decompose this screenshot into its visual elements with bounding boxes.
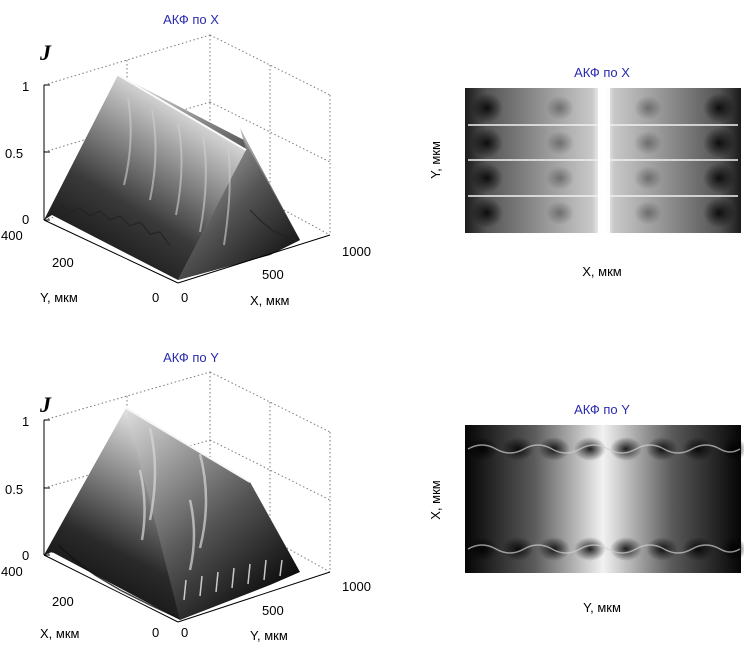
heatmap-y-title: АКФ по Y (574, 402, 630, 417)
heatmap-x-ylabel: Y, мкм (428, 141, 443, 179)
surface-plot-y-axes (43, 419, 331, 623)
tick-x-0: 0 (181, 625, 188, 640)
heatmap-y: АКФ по Y (428, 402, 744, 615)
surface-plot-y: АКФ по Y (1, 350, 371, 643)
tick-x-1000: 1000 (342, 579, 371, 594)
surface-plot-x-surface (44, 74, 300, 280)
surface-plot-x-ticks: 1 0.5 0 400 200 0 0 500 1000 (1, 79, 371, 305)
surface-plot-y-xlabel: Y, мкм (250, 628, 288, 643)
heatmap-y-features (466, 437, 744, 561)
surface-plot-x-axes (43, 84, 331, 284)
tick-x-500: 500 (262, 603, 284, 618)
surface-plot-y-zlabel: J (39, 392, 52, 417)
surface-plot-x-xlabel: X, мкм (250, 293, 290, 308)
tick-z-1: 1 (22, 414, 29, 429)
heatmap-x: АКФ по X (428, 65, 741, 279)
tick-y-400: 400 (1, 228, 23, 243)
tick-y-0: 0 (152, 290, 159, 305)
surface-plot-x-ylabel: Y, мкм (40, 290, 78, 305)
surface-plot-y-surface (44, 407, 300, 620)
heatmap-y-ylabel: X, мкм (428, 480, 443, 520)
tick-z-1: 1 (22, 79, 29, 94)
tick-z-0: 0 (22, 212, 29, 227)
heatmap-x-features (468, 88, 738, 233)
tick-y-0: 0 (152, 625, 159, 640)
tick-x-1000: 1000 (342, 244, 371, 259)
surface-plot-y-ylabel: X, мкм (40, 626, 80, 641)
tick-y-200: 200 (52, 255, 74, 270)
tick-y-400: 400 (1, 564, 23, 579)
surface-plot-y-ticks: 1 0.5 0 400 200 0 0 500 1000 (1, 414, 371, 640)
surface-plot-x: АКФ по X (1, 12, 371, 308)
tick-x-0: 0 (181, 290, 188, 305)
tick-z-05: 0.5 (5, 482, 23, 497)
tick-z-0: 0 (22, 548, 29, 563)
heatmap-x-title: АКФ по X (574, 65, 630, 80)
surface-plot-x-zlabel: J (39, 40, 52, 65)
tick-z-05: 0.5 (5, 146, 23, 161)
surface-plot-x-title: АКФ по X (163, 12, 219, 27)
heatmap-x-xlabel: X, мкм (582, 264, 622, 279)
heatmap-y-xlabel: Y, мкм (583, 600, 621, 615)
tick-x-500: 500 (262, 267, 284, 282)
surface-plot-y-title: АКФ по Y (163, 350, 219, 365)
tick-y-200: 200 (52, 594, 74, 609)
